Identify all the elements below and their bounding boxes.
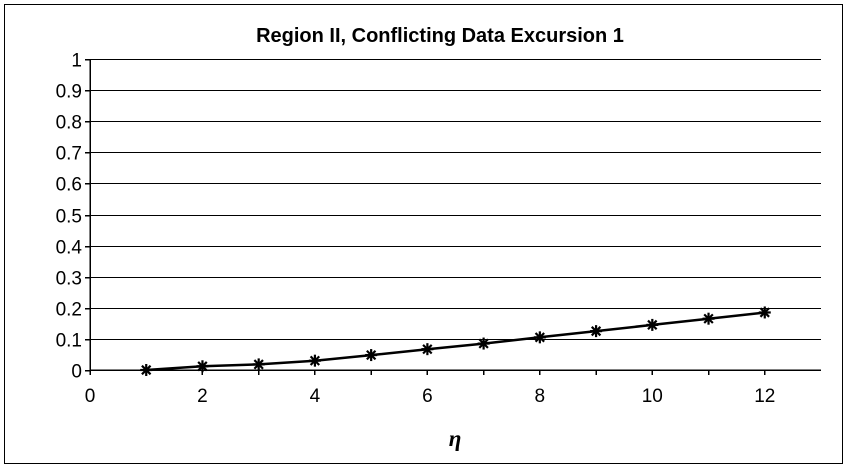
y-tick-label-10: 1: [71, 51, 82, 72]
x-tick-label-2: 4: [310, 386, 321, 407]
data-point-9: [590, 325, 603, 338]
data-point-4: [308, 354, 321, 367]
x-tick-label-0: 0: [85, 386, 96, 407]
axes: [85, 58, 821, 375]
y-tick-label-1: 0.1: [56, 331, 82, 352]
data-point-10: [646, 318, 659, 331]
x-tick-label-5: 10: [642, 386, 663, 407]
data-point-8: [533, 331, 546, 344]
x-tick-label-1: 2: [197, 386, 208, 407]
data-point-1: [140, 364, 153, 376]
y-tick-label-2: 0.2: [56, 300, 82, 321]
y-tick-label-9: 0.9: [56, 82, 82, 103]
y-tick-label-6: 0.6: [56, 175, 82, 196]
x-tick-label-3: 6: [422, 386, 433, 407]
data-point-3: [252, 358, 265, 371]
data-point-11: [702, 312, 715, 325]
data-point-6: [421, 343, 434, 356]
x-tick-label-4: 8: [535, 386, 546, 407]
data-point-2: [196, 360, 209, 373]
y-tick-label-7: 0.7: [56, 144, 82, 165]
x-axis-label: η: [449, 426, 462, 451]
y-tick-label-4: 0.4: [56, 238, 83, 259]
chart-title: Region II, Conflicting Data Excursion 1: [256, 25, 624, 47]
y-tick-label-3: 0.3: [56, 269, 82, 290]
x-tick-label-6: 12: [754, 386, 775, 407]
chart-frame: [4, 4, 843, 464]
y-tick-label-8: 0.8: [56, 113, 82, 134]
tick-labels: 00.10.20.30.40.50.60.70.80.910 2 4 6 8 10 12: [56, 51, 776, 408]
data-point-12: [758, 306, 771, 319]
data-series: [140, 306, 771, 376]
series-line-0: [146, 311, 765, 372]
y-tick-label-0: 0: [71, 362, 82, 383]
data-point-5: [365, 349, 378, 362]
data-point-7: [477, 337, 490, 350]
gridlines: [90, 59, 821, 340]
y-tick-label-5: 0.5: [56, 207, 82, 228]
